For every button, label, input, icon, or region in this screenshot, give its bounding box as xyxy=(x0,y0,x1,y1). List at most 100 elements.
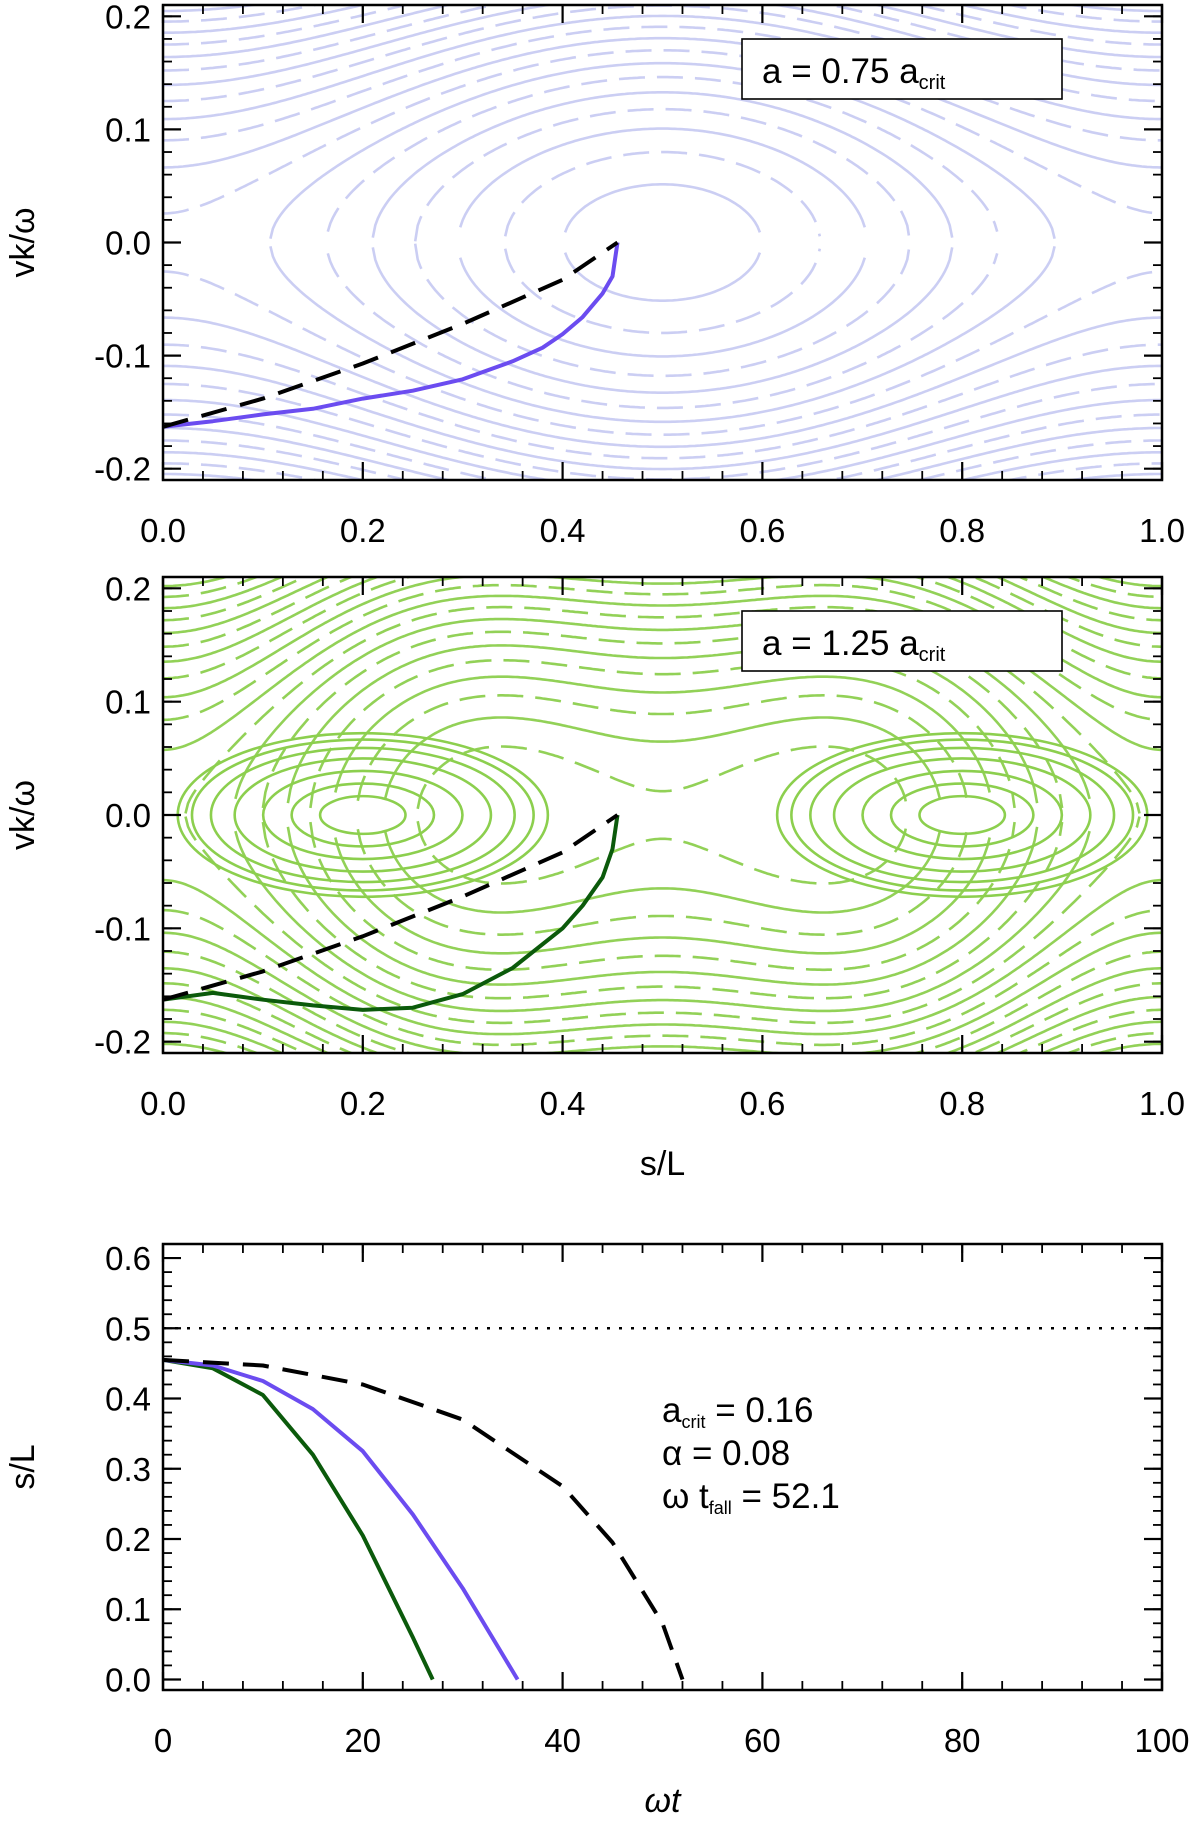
stat-sub: fall xyxy=(709,1498,732,1518)
island-contour xyxy=(290,782,436,848)
panel-top: 0.0 0.2 0.4 0.6 0.8 1.0 -0.2 -0.1 0.0 0.1 0.2 a = 0… xyxy=(4,0,1185,549)
contour-line xyxy=(163,931,1162,1053)
island-contour xyxy=(790,738,1135,892)
contour-line xyxy=(163,484,388,514)
x-tick-label: 0.8 xyxy=(939,512,985,549)
contour-line xyxy=(269,61,1056,240)
contour-line xyxy=(384,831,941,914)
contour-line xyxy=(163,5,368,35)
contour-line xyxy=(1017,1008,1162,1053)
contour-line xyxy=(163,450,368,480)
contour-line xyxy=(1094,577,1162,588)
contour-line xyxy=(163,950,1162,1053)
contour-line xyxy=(1064,577,1162,599)
y-tick-label: -0.2 xyxy=(94,451,151,488)
contour-line xyxy=(163,36,1162,169)
contour-line xyxy=(957,5,1162,35)
stat-sub: crit xyxy=(681,1412,705,1432)
contour-line xyxy=(1040,577,1162,610)
x-tick-label: 0.4 xyxy=(540,1085,586,1122)
annotation-sub: crit xyxy=(919,72,946,94)
y-tick-label: 0.4 xyxy=(105,1381,151,1418)
contour-line xyxy=(334,675,991,793)
island-contour xyxy=(861,769,1064,861)
y-tick-label: 0.2 xyxy=(105,570,151,607)
contour-line xyxy=(563,183,762,233)
contour-line xyxy=(603,543,723,545)
island-contour xyxy=(832,757,1092,873)
series-line xyxy=(162,1357,520,1681)
contour-line xyxy=(163,25,1162,142)
y-tick-label: 0.0 xyxy=(105,1661,151,1698)
contour-line xyxy=(1017,577,1162,622)
contour-line xyxy=(309,658,1016,809)
contour-line xyxy=(163,472,263,480)
stat-main: a xyxy=(662,1391,682,1430)
y-axis-label: vk/ω xyxy=(4,208,42,278)
contour-line xyxy=(163,577,308,622)
x-tick-label: 20 xyxy=(344,1722,381,1759)
series-line xyxy=(162,813,619,1002)
contour-line xyxy=(371,247,954,395)
x-tick-label: 80 xyxy=(944,1722,981,1759)
stat-value: = 0.16 xyxy=(705,1391,813,1430)
island-contour xyxy=(809,746,1116,884)
y-tick-label: -0.1 xyxy=(94,338,151,375)
contour-line xyxy=(458,127,867,228)
island-contour xyxy=(190,738,535,892)
contour-line xyxy=(1064,1031,1162,1053)
contour-line xyxy=(334,837,991,955)
y-tick-label: 0.1 xyxy=(105,1591,151,1628)
y-tick-label: 0.1 xyxy=(105,111,151,148)
annotation-sub: crit xyxy=(919,644,946,666)
plot-frame xyxy=(161,1242,1164,1692)
y-tick-label: -0.1 xyxy=(94,910,151,947)
contour-line xyxy=(163,494,343,514)
contour-line xyxy=(413,107,912,242)
y-tick-label: -0.2 xyxy=(94,1024,151,1061)
stat-main: ω t xyxy=(662,1477,709,1516)
stat-annotation: ω tfall = 52.1 xyxy=(662,1477,840,1518)
contour-line xyxy=(416,820,909,885)
contour-line xyxy=(163,1042,231,1053)
contour-line xyxy=(416,745,909,810)
contour-line xyxy=(1040,1020,1162,1053)
contour-line xyxy=(261,821,1064,1000)
annotation-box xyxy=(741,610,1063,672)
contour-line xyxy=(1062,472,1162,480)
series-line xyxy=(162,242,620,429)
y-tick-label: 0.5 xyxy=(105,1310,151,1347)
annotation-main: a = 0.75 a xyxy=(762,52,919,91)
contour-line xyxy=(163,966,1162,1053)
contour-line xyxy=(163,270,1162,437)
island-contour xyxy=(261,769,464,861)
y-tick-label: 0.0 xyxy=(105,225,151,262)
contour-line xyxy=(163,0,388,1)
x-axis-label: ωt xyxy=(645,1782,682,1820)
contour-line xyxy=(163,364,1162,471)
contour-line xyxy=(163,413,1162,480)
x-tick-label: 0.8 xyxy=(939,1085,985,1122)
contour-line xyxy=(163,878,1162,1036)
stat-annotation: α = 0.08 xyxy=(662,1434,790,1473)
contour-line xyxy=(163,577,261,599)
x-tick-label: 100 xyxy=(1134,1722,1189,1759)
island-contour xyxy=(918,794,1007,836)
x-tick-label: 1.0 xyxy=(1139,1085,1185,1122)
contour-line xyxy=(163,5,1162,59)
contour-line xyxy=(994,995,1162,1053)
x-tick-label: 0.2 xyxy=(340,1085,386,1122)
contour-line xyxy=(163,343,1162,460)
contour-line xyxy=(163,1031,261,1053)
stat-value: = 52.1 xyxy=(732,1477,840,1516)
y-tick-label: 0.2 xyxy=(105,1521,151,1558)
contour-line xyxy=(163,5,322,23)
contour-line xyxy=(503,150,822,237)
contour-line xyxy=(371,91,954,238)
x-tick-label: 40 xyxy=(544,1722,581,1759)
annotation-text: a = 0.75 acrit xyxy=(762,52,946,94)
contour-line xyxy=(163,577,331,635)
contour-line xyxy=(957,450,1162,480)
contour-line xyxy=(261,630,1064,809)
